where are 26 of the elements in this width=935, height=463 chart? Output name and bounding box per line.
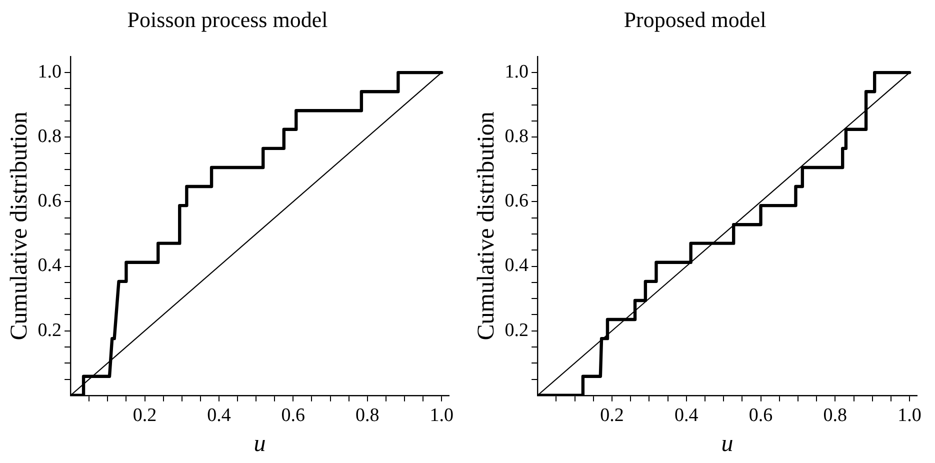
y-tick-label: 1.0 [504, 62, 529, 83]
x-tick-label: 0.6 [281, 404, 306, 426]
x-tick-label: 0.4 [207, 404, 232, 426]
y-tick-label: 0.2 [38, 320, 62, 341]
y-axis-title: Cumulative distribution [6, 112, 33, 340]
x-tick-label: 1.0 [430, 404, 454, 426]
y-tick-label: 0.6 [38, 190, 62, 212]
x-tick-label: 0.2 [600, 404, 624, 426]
x-tick-label: 1.0 [898, 404, 922, 426]
y-tick-label: 0.6 [504, 190, 529, 212]
x-tick-label: 0.6 [748, 404, 773, 426]
x-tick-label: 0.2 [132, 404, 157, 426]
x-tick-label: 0.4 [674, 404, 699, 426]
y-tick-label: 0.4 [504, 255, 530, 276]
y-tick-label: 0.8 [504, 126, 529, 148]
y-tick-label: 0.4 [38, 255, 62, 276]
x-tick-label: 0.8 [356, 404, 380, 426]
x-axis-title: u [254, 430, 266, 457]
y-tick-label: 0.2 [504, 320, 529, 341]
y-tick-label: 1.0 [38, 62, 62, 83]
y-tick-label: 0.8 [38, 126, 62, 148]
chart-title: Proposed model [624, 6, 766, 32]
chart-title: Poisson process model [127, 6, 328, 32]
x-tick-label: 0.8 [823, 404, 848, 426]
x-axis-title: u [721, 430, 734, 457]
y-axis-title: Cumulative distribution [474, 112, 500, 340]
